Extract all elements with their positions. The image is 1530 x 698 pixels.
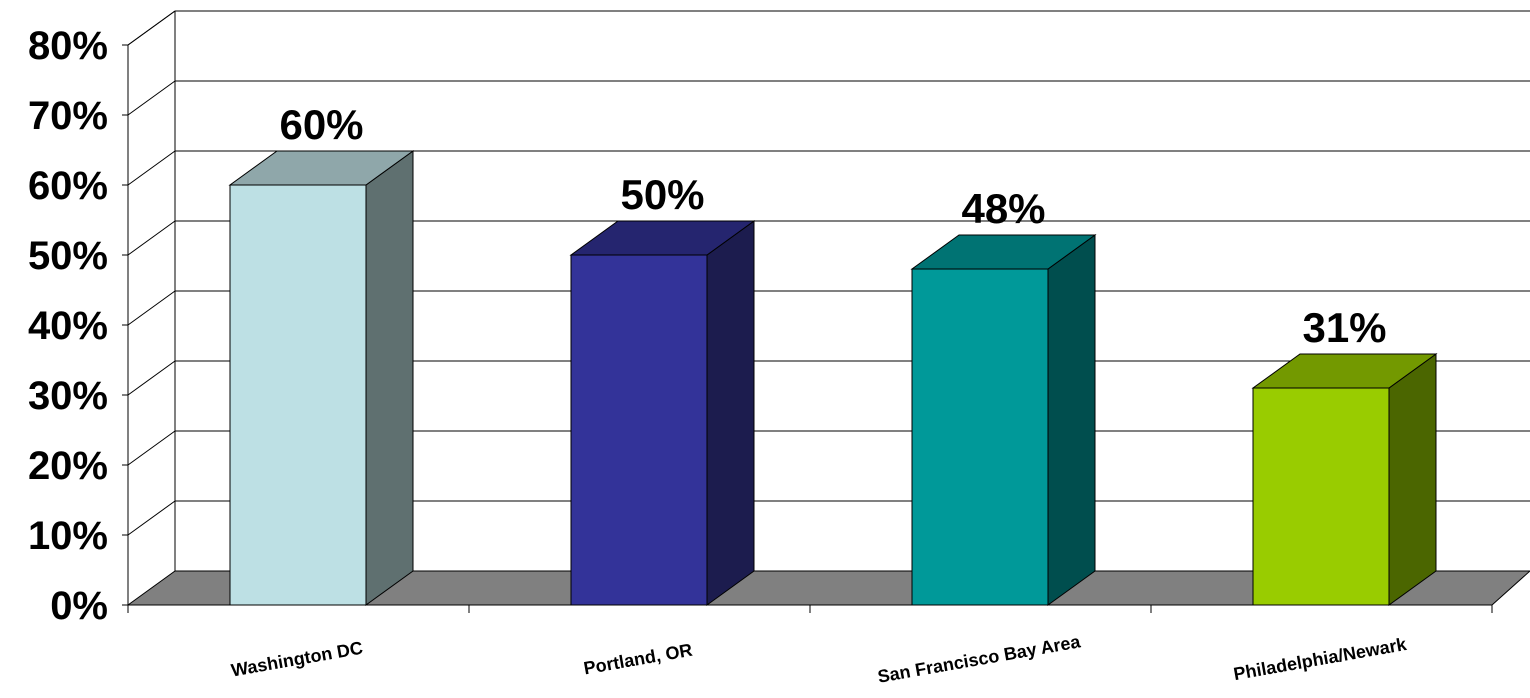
x-axis-tick-labels: Washington DC Portland, OR San Francisco B… <box>230 631 1409 687</box>
bar-side <box>706 220 755 606</box>
axes <box>122 10 1493 613</box>
bar-side <box>1388 353 1437 606</box>
y-tick-label: 40% <box>28 304 108 348</box>
x-tick-label: San Francisco Bay Area <box>876 631 1083 687</box>
y-tick-label: 60% <box>28 164 108 208</box>
data-label: 60% <box>279 101 363 148</box>
y-tick-label: 70% <box>28 94 108 138</box>
y-axis-tick-labels: 0% 10% 20% 30% 40% 50% 60% 70% 80% <box>28 24 108 628</box>
x-tick-label: Philadelphia/Newark <box>1232 634 1409 684</box>
y-tick-label: 0% <box>50 584 108 628</box>
y-tick-label: 10% <box>28 514 108 558</box>
bar <box>911 268 1049 606</box>
data-label: 31% <box>1302 304 1386 351</box>
bars <box>228 150 1438 606</box>
bar-side <box>1047 234 1096 606</box>
y-tick-label: 20% <box>28 444 108 488</box>
data-label: 50% <box>620 171 704 218</box>
bar-side <box>365 150 414 606</box>
gridline-side <box>127 290 176 326</box>
gridline-side <box>127 150 176 186</box>
bar <box>570 254 708 606</box>
gridline-side <box>127 360 176 396</box>
gridline-side <box>127 500 176 536</box>
data-labels: 60% 50% 48% 31% <box>279 101 1386 351</box>
x-tick-label: Washington DC <box>230 638 365 681</box>
bar <box>229 184 367 606</box>
data-label: 48% <box>961 185 1045 232</box>
gridline-side <box>127 220 176 256</box>
y-axis-depth-line <box>127 10 176 46</box>
y-tick-label: 80% <box>28 24 108 68</box>
bar <box>1252 387 1390 606</box>
y-tick-label: 50% <box>28 234 108 278</box>
x-tick-label: Portland, OR <box>582 640 694 679</box>
y-tick-label: 30% <box>28 374 108 418</box>
gridline-side <box>127 430 176 466</box>
gridline-side <box>127 80 176 116</box>
